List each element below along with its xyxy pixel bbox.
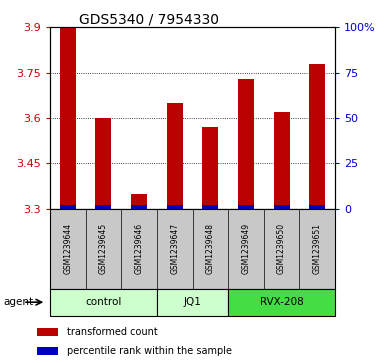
Bar <box>131 205 147 209</box>
Text: percentile rank within the sample: percentile rank within the sample <box>67 346 232 356</box>
Text: GSM1239651: GSM1239651 <box>313 223 321 274</box>
Bar <box>273 112 290 209</box>
Bar <box>131 193 147 209</box>
Bar <box>238 79 254 209</box>
Text: GSM1239645: GSM1239645 <box>99 223 108 274</box>
Bar <box>202 127 218 209</box>
Bar <box>37 347 58 355</box>
Text: GSM1239644: GSM1239644 <box>64 223 72 274</box>
Text: control: control <box>85 297 122 307</box>
Text: agent: agent <box>4 297 34 307</box>
Text: GSM1239648: GSM1239648 <box>206 223 215 274</box>
Text: JQ1: JQ1 <box>184 297 201 307</box>
Bar <box>95 118 112 209</box>
Bar <box>309 64 325 209</box>
Text: RVX-208: RVX-208 <box>259 297 303 307</box>
Bar <box>60 205 76 209</box>
Bar <box>273 205 290 209</box>
Bar <box>167 103 183 209</box>
Bar <box>202 205 218 209</box>
Text: GDS5340 / 7954330: GDS5340 / 7954330 <box>79 12 219 26</box>
Bar <box>95 205 112 209</box>
Bar <box>50 289 157 316</box>
Bar <box>309 205 325 209</box>
Bar <box>238 205 254 209</box>
Text: transformed count: transformed count <box>67 327 158 337</box>
Text: GSM1239646: GSM1239646 <box>135 223 144 274</box>
Text: GSM1239649: GSM1239649 <box>241 223 250 274</box>
Bar <box>60 27 76 209</box>
Bar <box>228 289 335 316</box>
Text: GSM1239647: GSM1239647 <box>170 223 179 274</box>
Bar <box>37 328 58 336</box>
Bar <box>167 205 183 209</box>
Text: GSM1239650: GSM1239650 <box>277 223 286 274</box>
Bar <box>157 289 228 316</box>
